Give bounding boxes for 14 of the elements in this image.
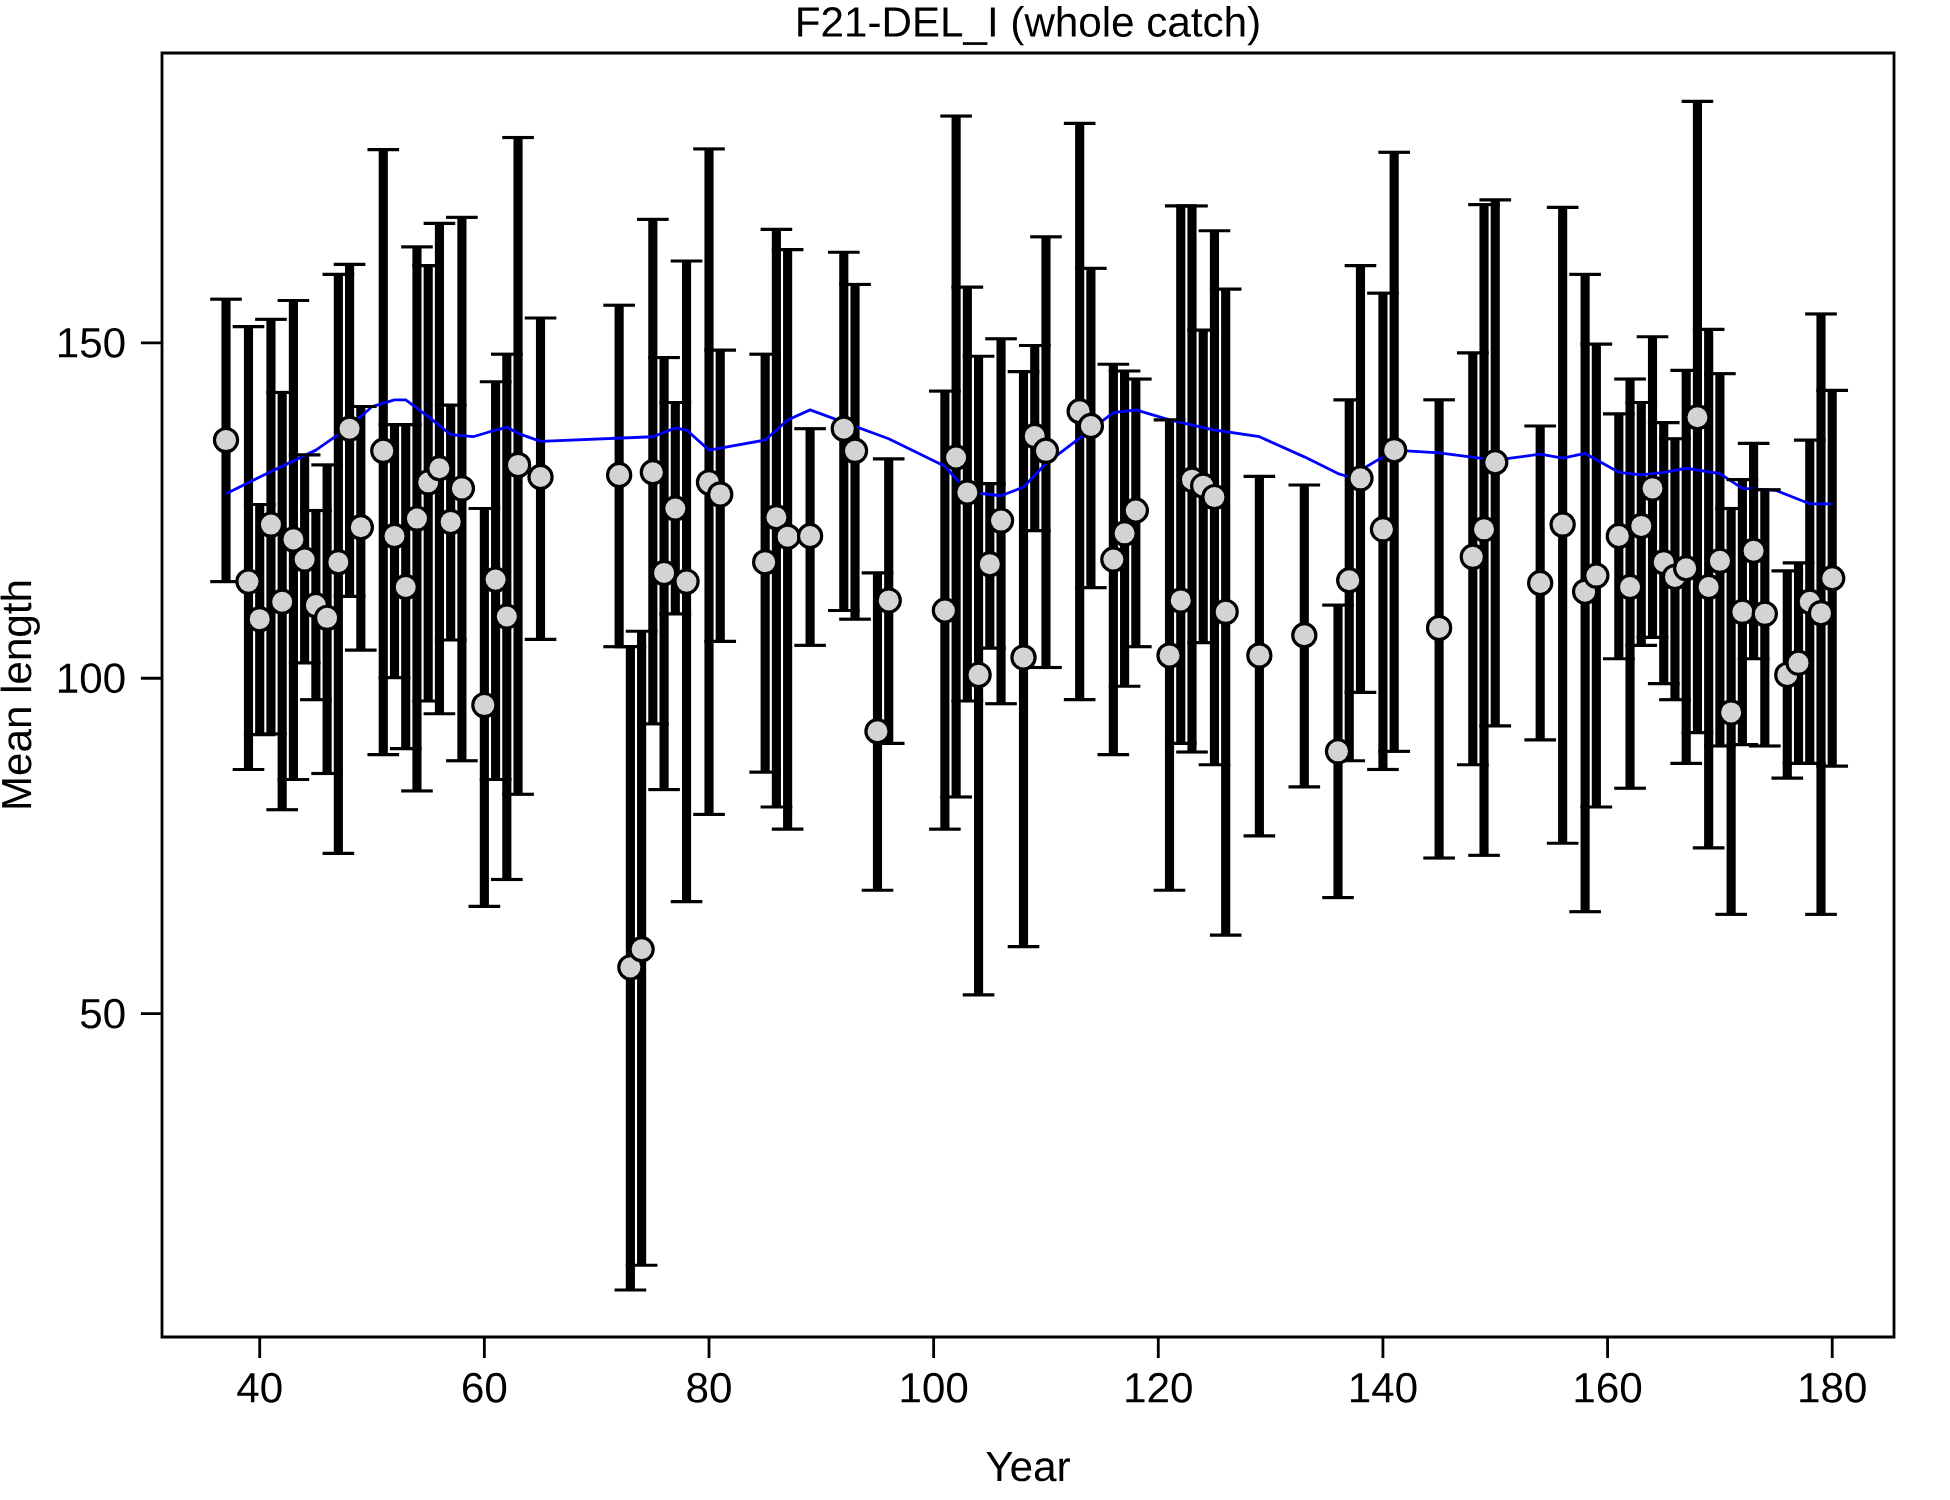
chart-title: F21-DEL_I (whole catch) <box>798 6 1259 46</box>
x-axis-title: Year <box>986 1451 1070 1482</box>
x-tick-label: 60 <box>463 1372 507 1403</box>
x-tick-label: 80 <box>687 1372 731 1403</box>
x-tick-label: 180 <box>1800 1372 1866 1403</box>
x-tick-label: 40 <box>237 1372 282 1403</box>
y-tick-label: 150 <box>58 327 125 358</box>
y-tick-label: 50 <box>80 998 125 1029</box>
x-tick-label: 140 <box>1350 1372 1417 1403</box>
x-tick-label: 160 <box>1575 1372 1642 1403</box>
x-tick-label: 120 <box>1126 1372 1192 1403</box>
y-axis-title: Mean length <box>0 581 40 808</box>
x-tick-label: 100 <box>901 1372 968 1403</box>
y-tick-label: 100 <box>58 663 125 694</box>
